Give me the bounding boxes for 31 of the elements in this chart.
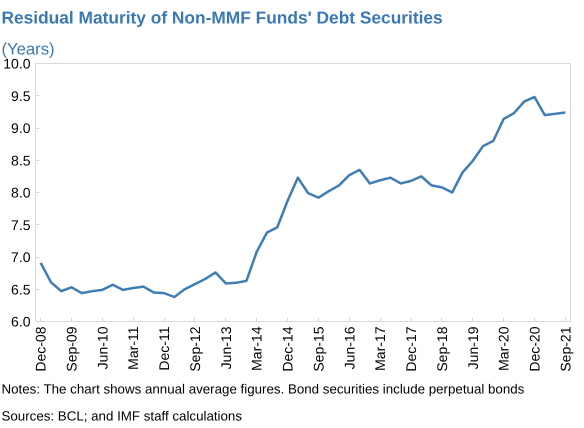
y-tick-label: 8.0 bbox=[11, 184, 31, 200]
x-tick-label: Dec-14 bbox=[280, 326, 296, 372]
y-tick-label: 8.5 bbox=[11, 152, 31, 168]
x-tick-label: Jun-16 bbox=[341, 326, 358, 370]
x-tick-label: Sep-09 bbox=[64, 326, 80, 372]
x-tick-label: Dec-20 bbox=[526, 326, 542, 372]
y-tick-label: 7.0 bbox=[11, 249, 31, 265]
y-tick-label: 9.0 bbox=[11, 120, 31, 136]
x-tick-label: Dec-08 bbox=[32, 326, 49, 372]
x-tick-label: Sep-12 bbox=[186, 326, 203, 372]
x-tick-label: Sep-18 bbox=[434, 326, 450, 372]
x-tick-label: Jun-19 bbox=[464, 326, 481, 370]
chart-title: Residual Maturity of Non-MMF Funds' Debt Securities bbox=[2, 8, 443, 28]
x-tick-label: Mar-14 bbox=[248, 326, 265, 371]
source-note: Sources: BCL; and IMF staff calculations bbox=[2, 408, 242, 424]
x-tick-label: Jun-13 bbox=[218, 326, 234, 370]
x-tick-label: Mar-11 bbox=[125, 326, 142, 370]
x-tick-label: Dec-11 bbox=[156, 326, 172, 371]
x-tick-label: Sep-15 bbox=[310, 326, 326, 372]
x-tick-label: Mar-17 bbox=[372, 326, 388, 371]
line-series bbox=[39, 96, 567, 298]
y-tick-label: 9.5 bbox=[11, 88, 31, 104]
y-tick-label: 7.5 bbox=[11, 216, 31, 233]
chart-subtitle: (Years) bbox=[2, 40, 55, 58]
x-tick-label: Mar-20 bbox=[496, 326, 512, 371]
x-tick-label: Sep-21 bbox=[557, 326, 574, 372]
y-tick-label: 6.5 bbox=[11, 281, 31, 298]
y-tick-label: 6.0 bbox=[11, 314, 31, 330]
x-tick-label: Dec-17 bbox=[403, 326, 420, 372]
text: Notes: The chart shows annual average figures. Bond securities include perpetual bonds bbox=[2, 382, 525, 396]
x-tick-label: Jun-10 bbox=[94, 326, 110, 370]
